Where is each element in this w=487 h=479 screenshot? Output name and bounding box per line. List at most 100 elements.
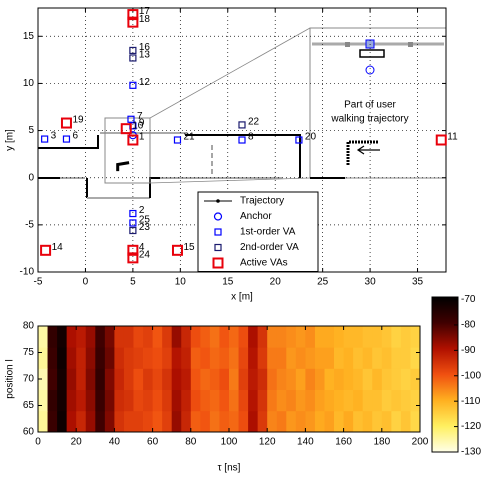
heat-cell	[324, 347, 335, 369]
heat-cell	[410, 410, 421, 433]
y-tick-label: 70	[23, 374, 35, 385]
heat-cell	[353, 368, 364, 390]
plot-frame	[37, 325, 421, 433]
heat-cell	[85, 347, 96, 369]
heat-cell	[381, 347, 392, 369]
heat-cell	[229, 326, 239, 348]
heat-cell	[372, 326, 383, 348]
trajectory	[116, 161, 130, 172]
heat-cell	[257, 410, 268, 433]
data-label: 9	[139, 117, 145, 128]
heat-cell	[248, 410, 259, 433]
heat-cell	[286, 326, 297, 348]
heat-cell	[133, 410, 144, 433]
heat-cell	[362, 410, 373, 433]
heat-cell	[209, 389, 220, 412]
heat-cell	[353, 389, 364, 412]
heat-cell	[219, 368, 230, 390]
floor-plan	[38, 27, 447, 199]
legend-label: Active VAs	[240, 258, 288, 269]
colorbar	[431, 296, 459, 453]
heat-cell	[181, 389, 192, 412]
va-marker	[295, 136, 303, 144]
y-tick-label: 75	[23, 347, 35, 358]
va-marker	[173, 136, 182, 144]
heat-cell	[229, 368, 239, 390]
heat-cell	[114, 389, 125, 412]
heat-cell	[133, 347, 144, 369]
x-tick-label: 0	[83, 277, 89, 288]
heat-cell	[334, 347, 344, 369]
heat-cell	[85, 326, 96, 348]
heat-cell	[209, 326, 220, 348]
data-label: 12	[139, 77, 151, 88]
heat-cell	[200, 410, 211, 433]
heat-cell	[190, 326, 201, 348]
heat-cell	[381, 389, 392, 412]
heat-cell	[400, 410, 411, 433]
data-label: 22	[248, 117, 260, 128]
heat-cell	[171, 389, 182, 412]
inset-arrow	[356, 145, 380, 155]
heat-cell	[162, 368, 173, 390]
heat-cell	[286, 347, 297, 369]
x-tick-label: 20	[71, 437, 83, 448]
heat-cell	[85, 368, 96, 390]
va-marker	[129, 54, 137, 62]
heat-cell	[238, 326, 249, 348]
legend-swatch	[214, 228, 222, 236]
heat-cell	[343, 326, 354, 348]
legend-swatch	[213, 212, 223, 221]
heat-cell	[95, 347, 106, 369]
heat-cell	[95, 389, 106, 412]
data-label: 3	[51, 131, 57, 142]
va-marker	[238, 136, 246, 144]
heat-cell	[248, 326, 259, 348]
heat-cell	[257, 326, 268, 348]
heat-cell	[143, 347, 153, 369]
heat-cell	[305, 368, 316, 390]
heat-cell	[314, 389, 325, 412]
data-label: 7	[137, 111, 143, 122]
heat-cell	[104, 389, 115, 412]
heat-cell	[47, 326, 58, 348]
heat-cell	[305, 410, 316, 433]
data-label: 2	[139, 205, 145, 216]
heat-cell	[162, 410, 173, 433]
annotation: walking trajectory	[330, 114, 408, 125]
colorbar-tick-label: -70	[461, 294, 476, 305]
heat-cell	[57, 389, 68, 412]
heat-cell	[95, 368, 106, 390]
data-label: 24	[139, 249, 151, 260]
heat-cell	[238, 389, 249, 412]
heat-cell	[104, 368, 115, 390]
heat-cell	[362, 326, 373, 348]
data-label: 13	[139, 50, 151, 61]
x-tick-label: 5	[130, 277, 136, 288]
heat-cell	[114, 347, 125, 369]
heat-cell	[334, 368, 344, 390]
x-tick-label: 25	[317, 277, 329, 288]
inset-object	[359, 49, 385, 58]
x-axis-label: τ [ns]	[218, 463, 241, 474]
heat-cell	[171, 410, 182, 433]
heat-cell	[324, 326, 335, 348]
heat-cell	[267, 389, 278, 412]
va-marker	[62, 135, 71, 143]
heat-cell	[267, 326, 278, 348]
heat-cell	[66, 347, 77, 369]
heat-cell	[391, 368, 402, 390]
heat-cell	[123, 389, 134, 412]
data-label: 14	[52, 242, 64, 253]
heat-cell	[334, 389, 344, 412]
heat-cell	[257, 347, 268, 369]
va-marker	[129, 209, 137, 218]
heat-cell	[66, 389, 77, 412]
heat-cell	[143, 410, 153, 433]
heat-cell	[343, 368, 354, 390]
heat-cell	[104, 410, 115, 433]
data-label: 23	[139, 222, 151, 233]
heat-cell	[47, 389, 58, 412]
heat-cell	[238, 368, 249, 390]
zoom-connector	[149, 27, 311, 184]
